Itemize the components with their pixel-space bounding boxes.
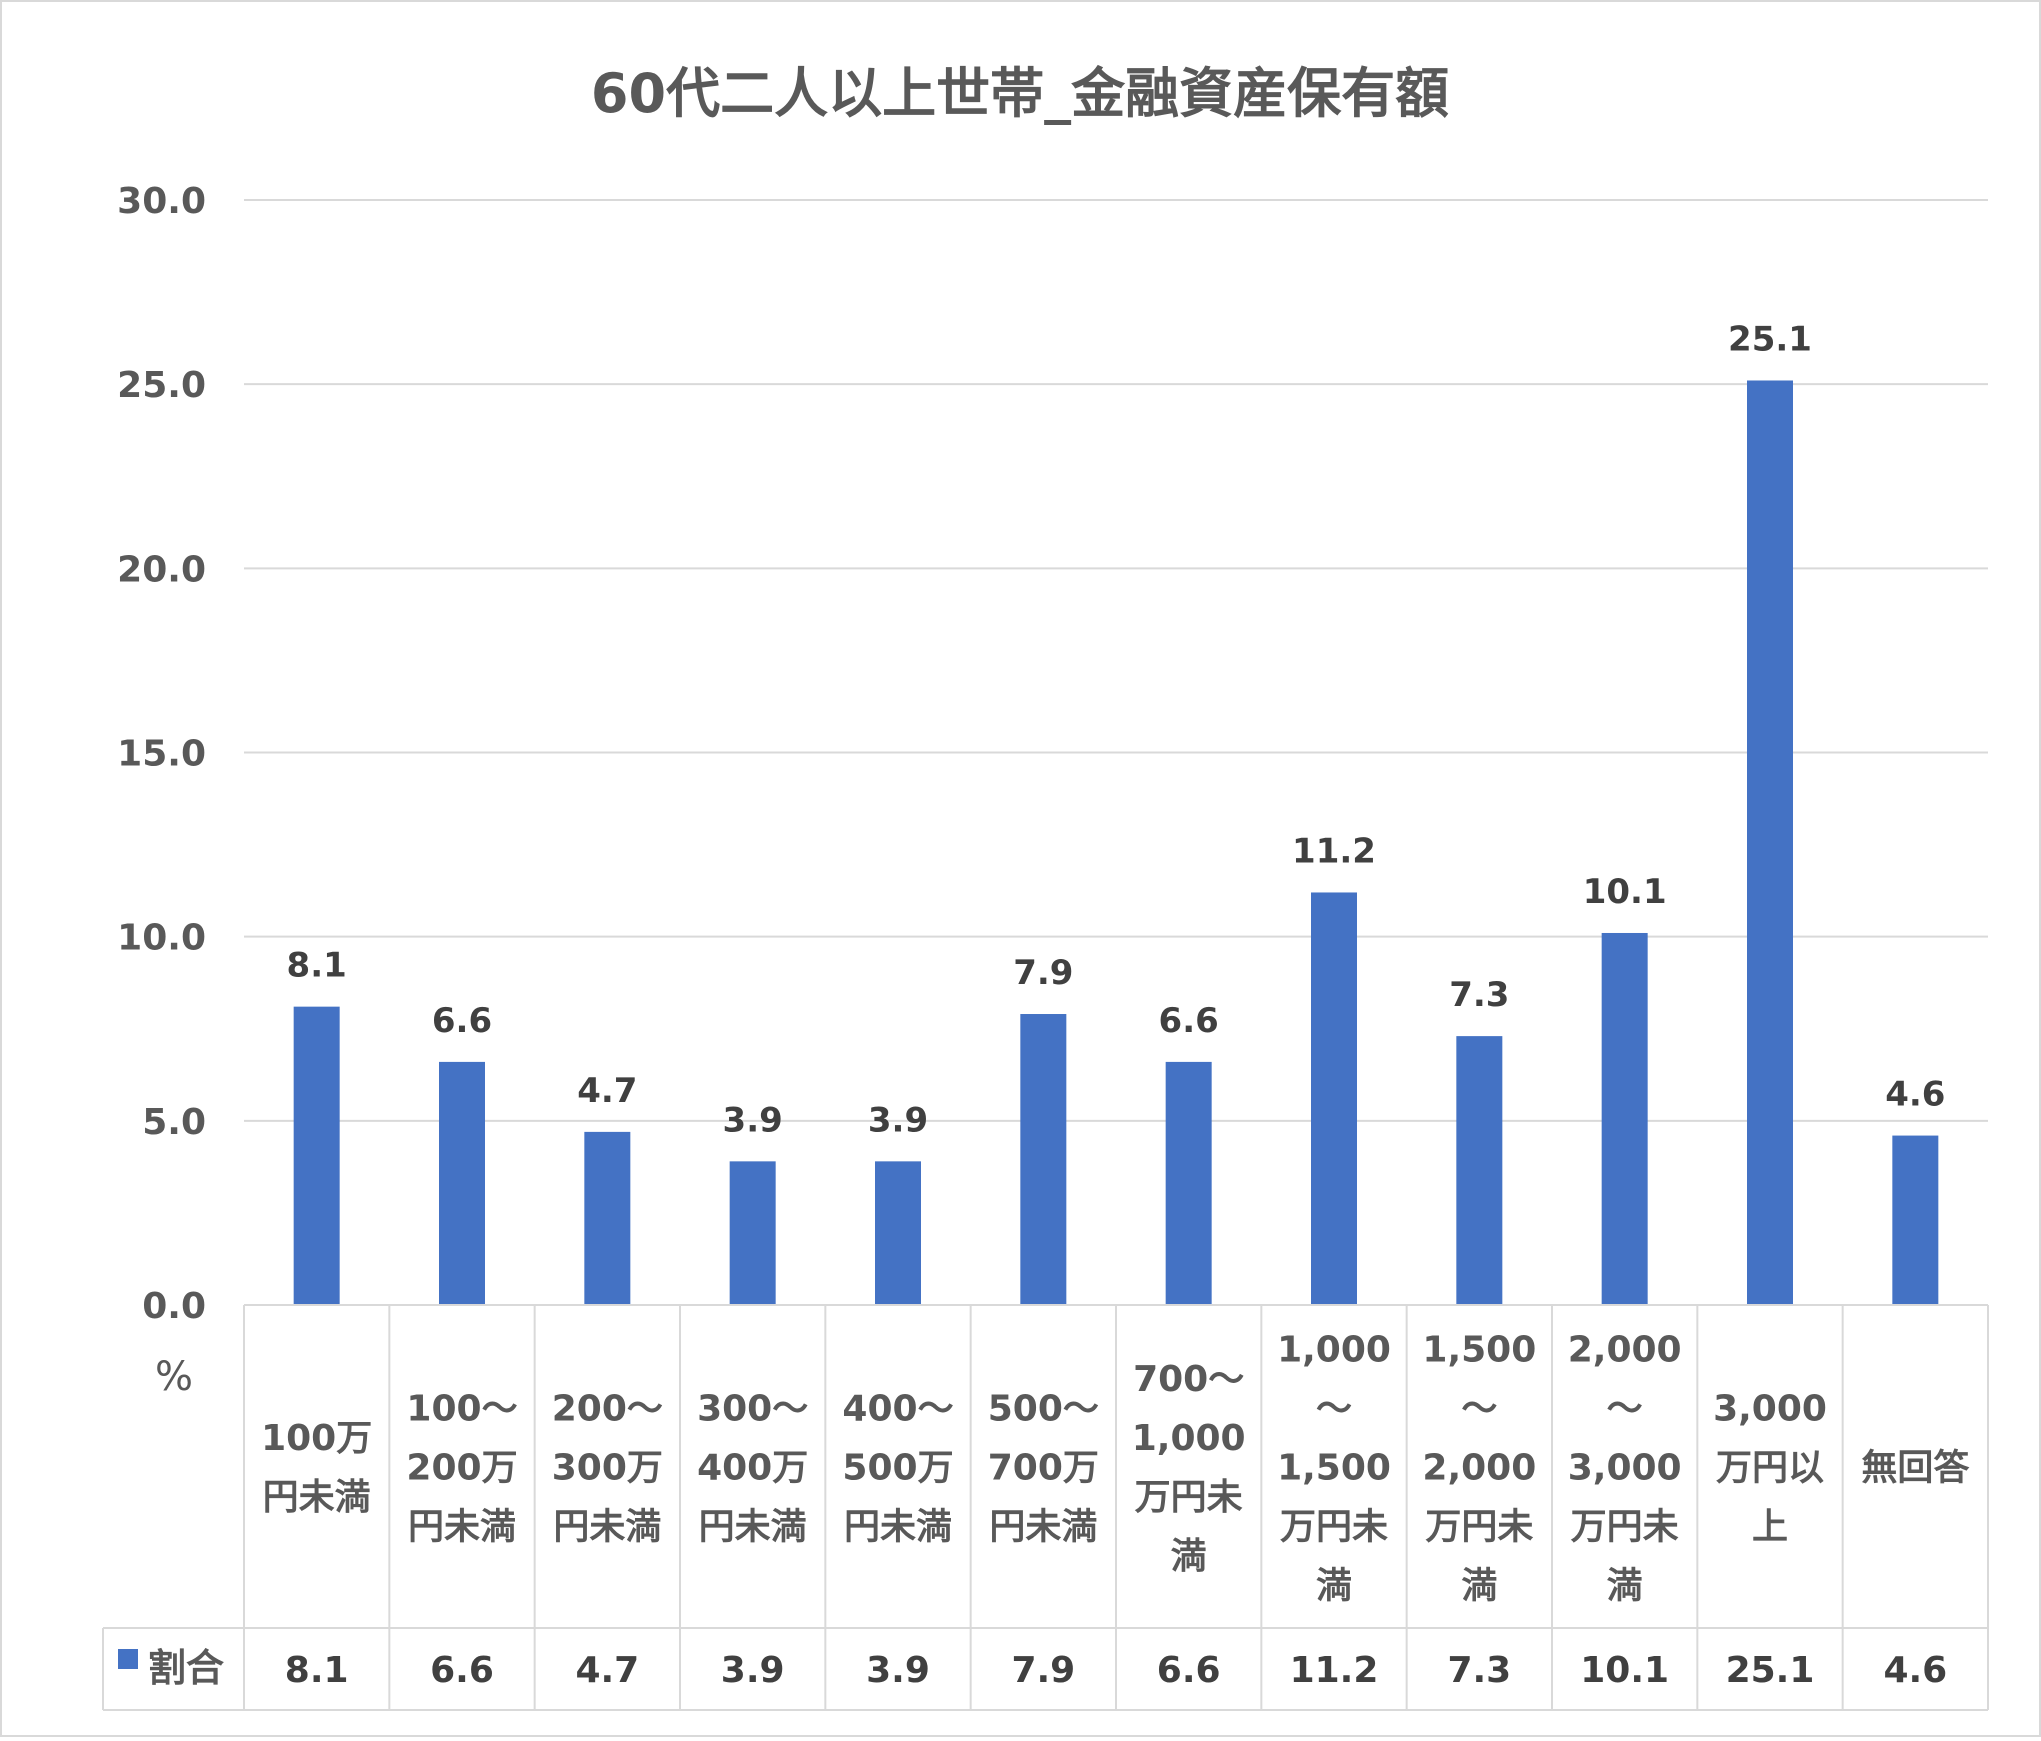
- y-tick-label: 0.0: [142, 1286, 206, 1327]
- category-label: 円未満: [844, 1507, 952, 1548]
- bar: [584, 1131, 631, 1305]
- category-label: 満: [1607, 1566, 1643, 1607]
- category-label: 万円未: [1280, 1507, 1388, 1548]
- category-label: 満: [1171, 1536, 1207, 1577]
- category-label: 円未満: [989, 1507, 1097, 1548]
- category-label: 200万: [406, 1448, 517, 1489]
- data-label: 3.9: [723, 1100, 783, 1140]
- category-label: 2,000: [1568, 1330, 1682, 1371]
- bar: [293, 1006, 340, 1305]
- category-label: 3,000: [1568, 1448, 1682, 1489]
- category-label: 〜: [1316, 1389, 1352, 1430]
- table-value: 8.1: [285, 1650, 349, 1691]
- category-label: 500万: [842, 1448, 953, 1489]
- table-value: 25.1: [1726, 1650, 1815, 1691]
- data-label: 11.2: [1292, 831, 1376, 871]
- chart-title: 60代二人以上世帯_金融資産保有額: [591, 62, 1449, 125]
- y-tick-label: 15.0: [117, 734, 206, 775]
- category-label: 満: [1316, 1566, 1352, 1607]
- category-label: 〜: [1461, 1389, 1497, 1430]
- category-label: 万円未: [1135, 1477, 1243, 1518]
- category-label: 満: [1461, 1566, 1497, 1607]
- data-label: 6.6: [432, 1001, 492, 1041]
- table-value: 10.1: [1580, 1650, 1669, 1691]
- data-label: 7.9: [1013, 953, 1073, 993]
- category-label: 100〜: [406, 1389, 517, 1430]
- category-label: 円未満: [553, 1507, 661, 1548]
- bars: [293, 380, 1939, 1305]
- data-label: 25.1: [1728, 319, 1812, 359]
- legend-swatch: [118, 1649, 138, 1669]
- category-label: 上: [1752, 1507, 1788, 1548]
- table-value: 4.6: [1883, 1650, 1947, 1691]
- table-value: 11.2: [1290, 1650, 1379, 1691]
- category-label: 1,000: [1132, 1418, 1246, 1459]
- bar: [1601, 932, 1648, 1305]
- y-axis-unit-label: %: [155, 1354, 193, 1400]
- data-label: 8.1: [287, 946, 347, 986]
- legend-label: 割合: [148, 1646, 224, 1690]
- category-label: 300〜: [697, 1389, 808, 1430]
- bar: [1747, 380, 1793, 1305]
- category-label: 400〜: [842, 1389, 953, 1430]
- category-label: 200〜: [552, 1389, 663, 1430]
- category-label: 1,500: [1422, 1330, 1536, 1371]
- data-label: 7.3: [1449, 975, 1509, 1015]
- category-label: 万円未: [1571, 1507, 1679, 1548]
- table-value: 4.7: [575, 1650, 639, 1691]
- y-tick-label: 25.0: [117, 365, 206, 406]
- data-label: 3.9: [868, 1100, 928, 1140]
- category-label: 円未満: [263, 1477, 371, 1518]
- data-label: 10.1: [1583, 872, 1667, 912]
- category-label: 万円以: [1716, 1448, 1824, 1489]
- bar: [729, 1161, 776, 1305]
- category-label: 〜: [1607, 1389, 1643, 1430]
- category-label: 3,000: [1713, 1389, 1827, 1430]
- category-label: 1,500: [1277, 1448, 1391, 1489]
- table-value: 3.9: [721, 1650, 785, 1691]
- data-table: 100万円未満100〜200万円未満200〜300万円未満300〜400万円未満…: [102, 1304, 1989, 1711]
- table-value: 6.6: [430, 1650, 494, 1691]
- category-label: 300万: [552, 1448, 663, 1489]
- category-label: 700〜: [1133, 1359, 1244, 1400]
- bar: [439, 1061, 485, 1305]
- bar: [1165, 1061, 1212, 1305]
- table-value: 7.9: [1011, 1650, 1075, 1691]
- table-value: 6.6: [1157, 1650, 1221, 1691]
- category-label: 円未満: [699, 1507, 807, 1548]
- y-tick-label: 5.0: [142, 1102, 206, 1143]
- category-label: 無回答: [1861, 1448, 1970, 1489]
- category-label: 円未満: [408, 1507, 516, 1548]
- category-label: 400万: [697, 1448, 808, 1489]
- table-value: 3.9: [866, 1650, 930, 1691]
- category-label: 2,000: [1422, 1448, 1536, 1489]
- data-labels: 8.1 6.6 4.7 3.9 3.9 7.9 6.6 11.2 7.3 10.1 25.1 4.6: [287, 319, 1946, 1140]
- y-tick-label: 20.0: [117, 549, 206, 590]
- bar: [1311, 892, 1357, 1305]
- category-label: 500〜: [988, 1389, 1099, 1430]
- data-label: 4.7: [577, 1071, 637, 1111]
- category-label: 1,000: [1277, 1330, 1391, 1371]
- y-tick-label: 30.0: [117, 181, 206, 222]
- table-value: 7.3: [1447, 1650, 1511, 1691]
- bar: [1892, 1135, 1939, 1305]
- y-tick-label: 10.0: [117, 918, 206, 959]
- category-label: 万円未: [1425, 1507, 1533, 1548]
- data-label: 6.6: [1159, 1001, 1219, 1041]
- bar: [1456, 1036, 1503, 1305]
- bar: [875, 1161, 921, 1305]
- category-label: 700万: [988, 1448, 1099, 1489]
- category-label: 100万: [261, 1418, 372, 1459]
- bar: [1020, 1014, 1067, 1305]
- y-axis-ticks: 0.0 5.0 10.0 15.0 20.0 25.0 30.0: [117, 181, 206, 1327]
- data-label: 4.6: [1885, 1075, 1945, 1115]
